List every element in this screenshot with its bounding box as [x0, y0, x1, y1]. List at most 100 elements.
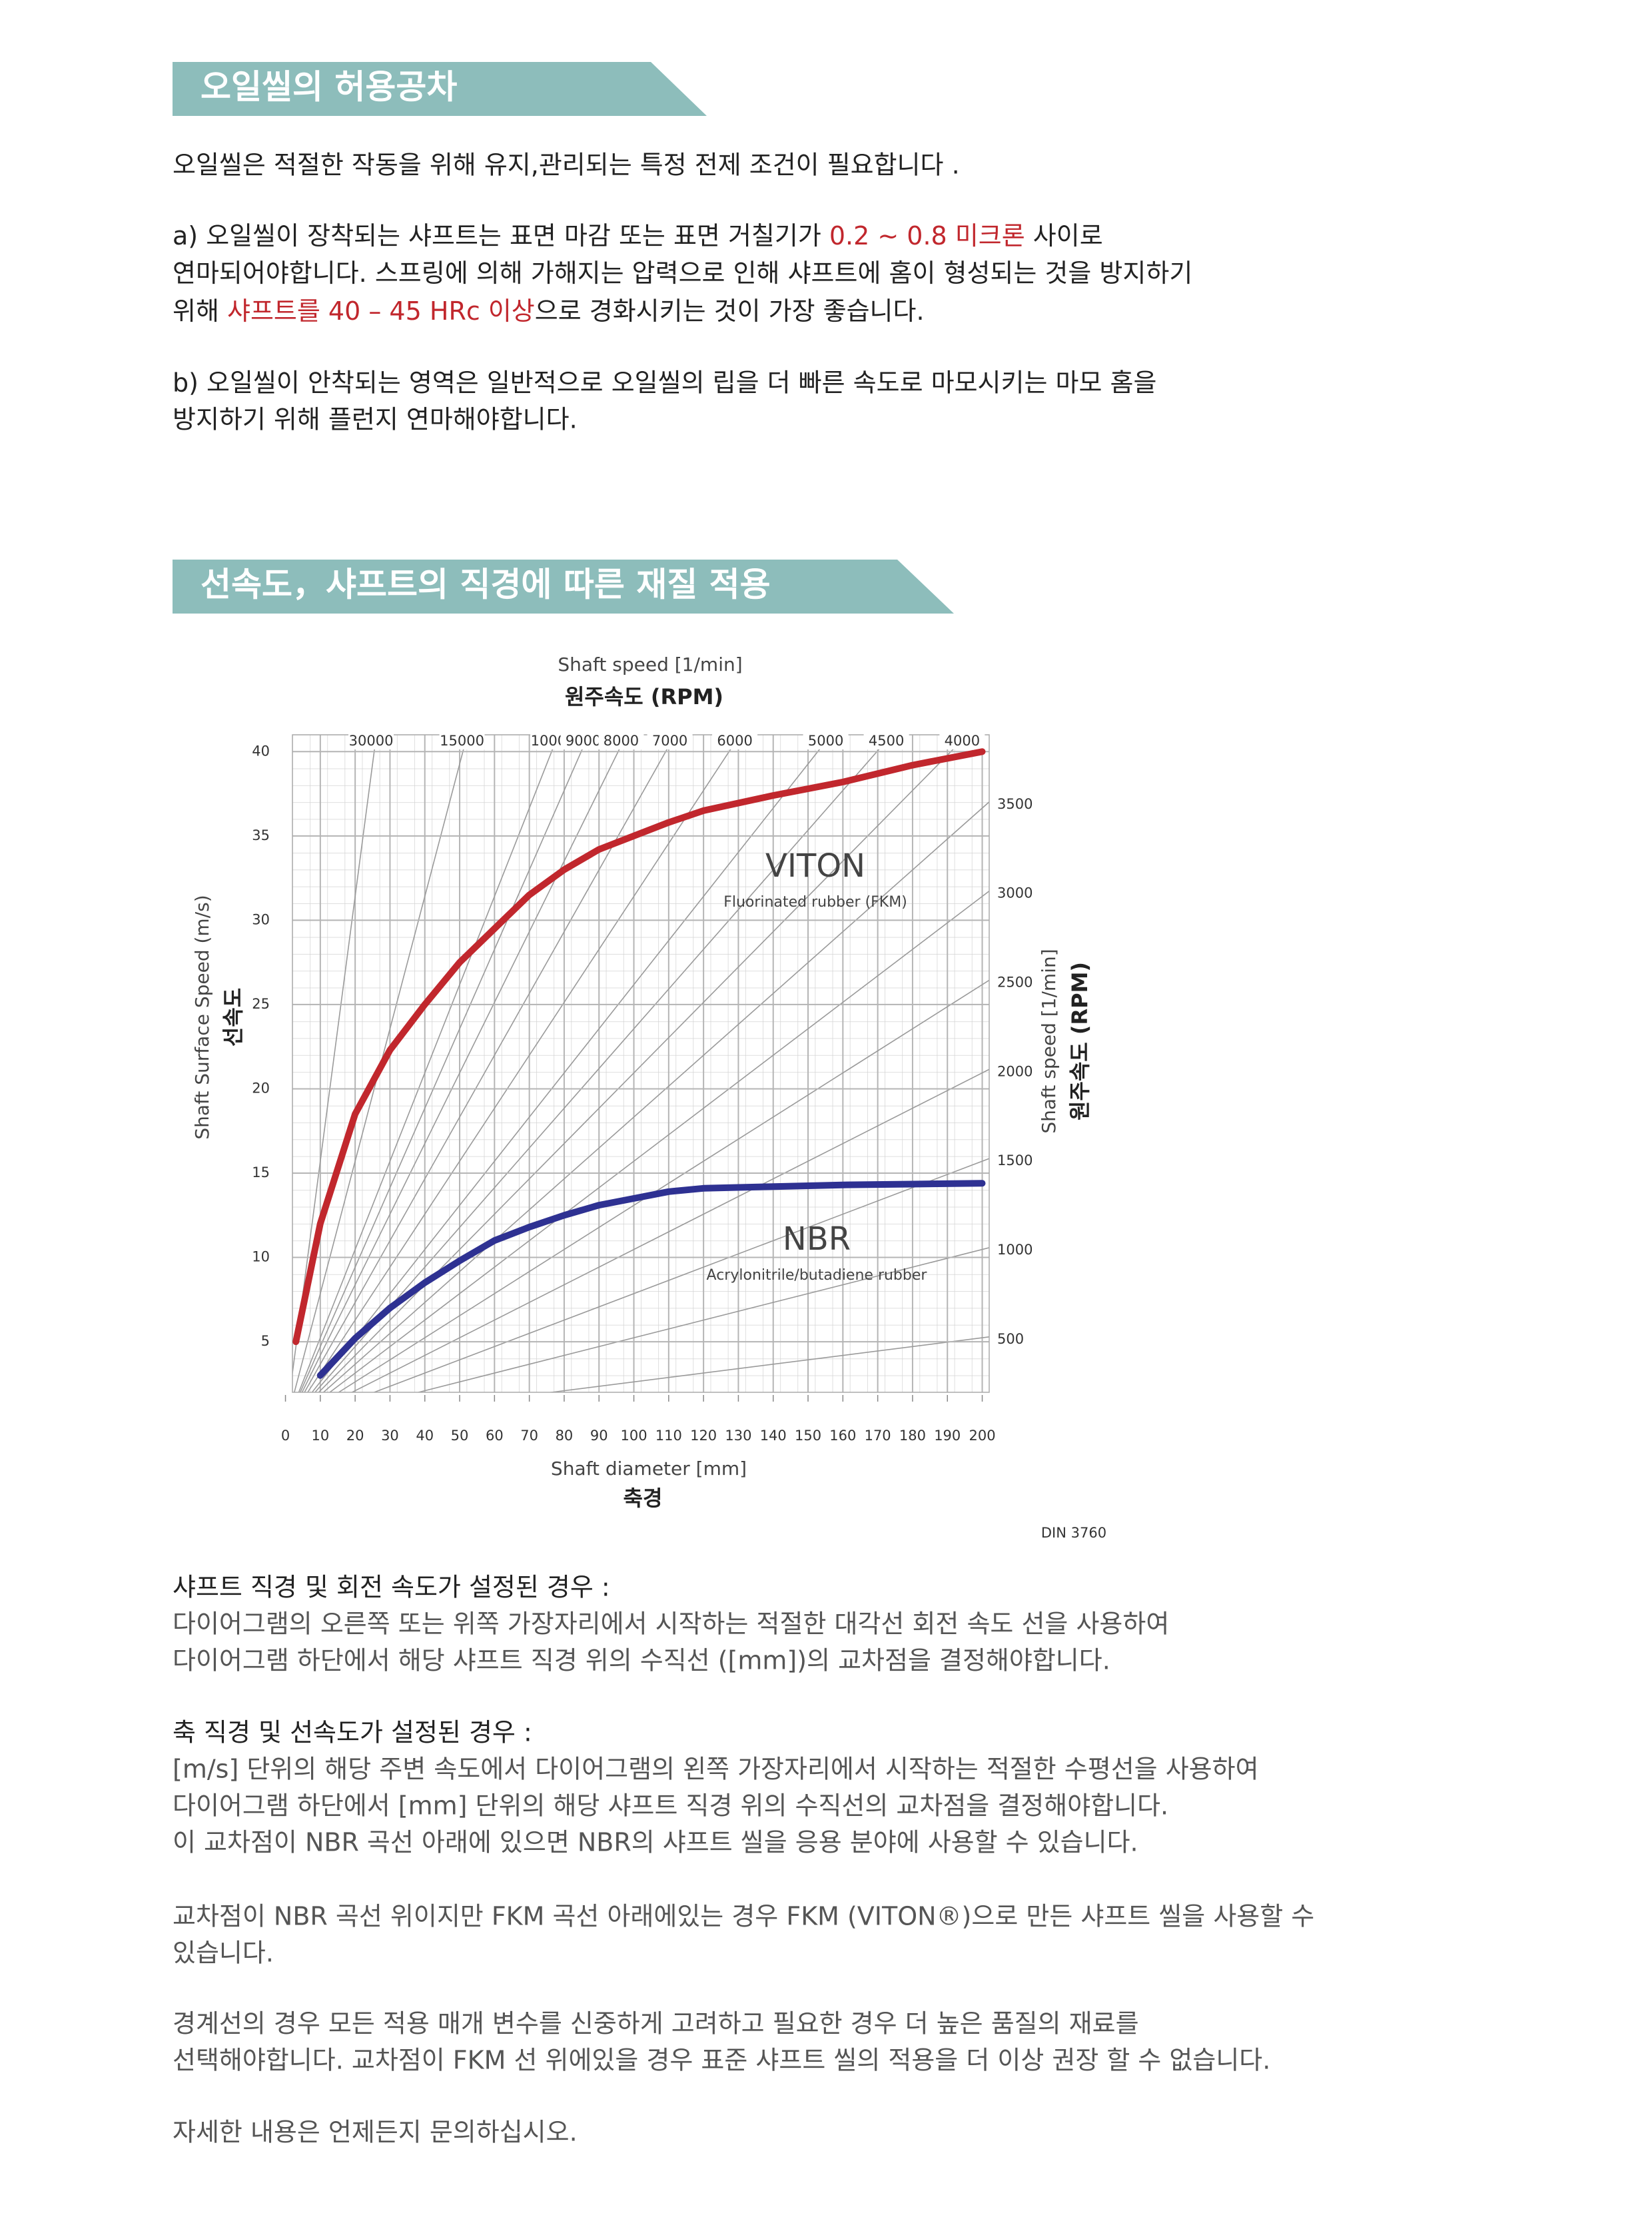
paragraph-line: b) 오일씰이 안착되는 영역은 일반적으로 오일씰의 립을 더 빠른 속도로 … [173, 368, 1156, 398]
rpm-label: 2500 [997, 974, 1032, 990]
text-span: 연마되어야합니다. 스프링에 의해 가해지는 압력으로 인해 샤프트에 홈이 형… [173, 258, 1192, 288]
rpm-line [372, 1158, 989, 1392]
y-tick-label: 5 [261, 1333, 270, 1349]
section-title: 선속도，샤프트의 직경에 따른 재질 적용 [201, 566, 771, 604]
chart-subtitle: 원주속도 (RPM) [565, 684, 723, 709]
y-axis-label: Shaft Surface Speed (m/s) [191, 895, 213, 1139]
legend-description: Acrylonitrile/butadiene rubber [707, 1267, 928, 1284]
intro-text: 오일씰은 적절한 작동을 위해 유지,관리되는 특정 전제 조건이 필요합니다 … [173, 151, 960, 180]
rpm-line [350, 1069, 989, 1392]
y-tick-label: 30 [252, 911, 270, 927]
rpm-line [301, 735, 627, 1392]
rpm-line [306, 735, 741, 1392]
rpm-label: 2000 [997, 1063, 1032, 1079]
rpm-label: 1500 [997, 1152, 1032, 1168]
paragraph-line: 경계선의 경우 모든 적용 매개 변수를 신중하게 고려하고 필요한 경우 더 … [173, 2009, 1139, 2038]
x-tick-label: 160 [829, 1428, 856, 1444]
rpm-line [304, 735, 676, 1392]
highlight: 0.2 ~ 0.8 미크론 [829, 221, 1025, 250]
text-span: 으로 경화시키는 것이 가장 좋습니다. [535, 296, 925, 326]
paragraph-line: 연마되어야합니다. 스프링에 의해 가해지는 압력으로 인해 샤프트에 홈이 형… [173, 258, 1192, 288]
label-bg [598, 733, 644, 749]
rpm-line [298, 735, 559, 1392]
standard-note: DIN 3760 [1041, 1525, 1106, 1541]
chart-title: Shaft speed [1/min] [558, 654, 742, 675]
text-span: 위해 [173, 296, 227, 326]
rpm-line [311, 735, 832, 1392]
label-bg [560, 733, 606, 749]
rpm-line [328, 890, 989, 1392]
y-axis-label: 선속도 [220, 988, 246, 1047]
paragraph-line: 선택해야합니다. 교차점이 FKM 선 위에있을 경우 표준 샤프트 씰의 적용… [173, 2046, 1270, 2075]
y-tick-label: 20 [252, 1080, 270, 1096]
paragraph-line: 방지하기 위해 플런지 연마해야합니다. [173, 405, 578, 434]
paragraph-line: 자세한 내용은 언제든지 문의하십시오. [173, 2118, 578, 2147]
label-bg [939, 733, 985, 749]
x-tick-label: 20 [346, 1428, 364, 1444]
rpm-line [318, 735, 968, 1392]
highlight: 샤프트를 40 – 45 HRc 이상 [227, 296, 535, 326]
x-tick-label: 180 [899, 1428, 926, 1444]
rpm-label: 5000 [808, 733, 843, 749]
label-bg [348, 733, 394, 749]
section-title: 오일씰의 허용공차 [201, 68, 457, 107]
x-tick-label: 80 [556, 1428, 574, 1444]
note-line: 이 교차점이 NBR 곡선 아래에 있으면 NBR의 샤프트 씰을 응용 분야에… [173, 1828, 1138, 1857]
rpm-label: 500 [997, 1331, 1024, 1347]
rpm-label: 9000 [566, 733, 601, 749]
y-tick-label: 35 [252, 827, 270, 843]
text-span: a) 오일씰이 장착되는 샤프트는 표면 마감 또는 표면 거칠기가 [173, 221, 829, 250]
minor-grid [292, 735, 989, 1392]
x-tick-label: 50 [451, 1428, 469, 1444]
section-banner [173, 560, 954, 614]
rpm-label: 3500 [997, 796, 1032, 812]
x-tick-label: 0 [281, 1428, 290, 1444]
curve [316, 1180, 986, 1379]
paragraph-line: a) 오일씰이 장착되는 샤프트는 표면 마감 또는 표면 거칠기가 0.2 ~… [173, 221, 1103, 250]
curve [292, 748, 986, 1346]
rpm-line [416, 1247, 989, 1392]
text-span: 사이로 [1025, 221, 1103, 250]
x-tick-label: 60 [486, 1428, 504, 1444]
y-tick-label: 15 [252, 1164, 270, 1180]
x-tick-label: 150 [795, 1428, 821, 1444]
x-tick-label: 110 [655, 1428, 682, 1444]
note-line: [m/s] 단위의 해당 주변 속도에서 다이어그램의 왼쪽 가장자리에서 시작… [173, 1755, 1259, 1784]
legend-description: Fluorinated rubber (FKM) [723, 894, 907, 911]
rpm-line [547, 1336, 989, 1392]
label-bg [647, 733, 693, 749]
paragraph-line: 있습니다. [173, 1939, 274, 1968]
note-line: 다이어그램 하단에서 해당 샤프트 직경 위의 수직선 ([mm])의 교차점을… [173, 1646, 1110, 1675]
rpm-label: 4000 [945, 733, 980, 749]
rpm-label: 30000 [349, 733, 394, 749]
x-tick-label: 90 [590, 1428, 608, 1444]
section-banner [173, 62, 707, 116]
rpm-label: 6000 [717, 733, 752, 749]
rpm-label: 3000 [997, 885, 1032, 901]
rpm-label: 1000 [997, 1242, 1032, 1258]
x-tick-label: 30 [381, 1428, 399, 1444]
rpm-label: 8000 [604, 733, 639, 749]
x-tick-label: 140 [760, 1428, 787, 1444]
x-axis-label: 축경 [623, 1486, 663, 1511]
plot-area [292, 735, 989, 1392]
x-tick-label: 40 [416, 1428, 434, 1444]
y2-axis-label: 원주속도 (RPM) [1067, 962, 1092, 1120]
legend-label: VITON [765, 847, 865, 885]
x-tick-label: 10 [311, 1428, 329, 1444]
x-tick-label: 130 [725, 1428, 751, 1444]
rpm-label: 15000 [440, 733, 484, 749]
rpm-label: 4500 [869, 733, 904, 749]
note-line: 다이어그램 하단에서 [mm] 단위의 해당 샤프트 직경 위의 수직선의 교차… [173, 1791, 1168, 1821]
rpm-line [322, 801, 989, 1392]
rpm-line [337, 979, 989, 1392]
rpm-label: 7000 [652, 733, 687, 749]
rpm-line [299, 735, 590, 1392]
label-bg [439, 733, 485, 749]
note-heading: 축 직경 및 선속도가 설정된 경우 : [173, 1718, 532, 1747]
label-bg [712, 733, 758, 749]
note-line: 다이어그램의 오른쪽 또는 위쪽 가장자리에서 시작하는 적절한 대각선 회전 … [173, 1609, 1169, 1639]
x-tick-label: 100 [620, 1428, 647, 1444]
